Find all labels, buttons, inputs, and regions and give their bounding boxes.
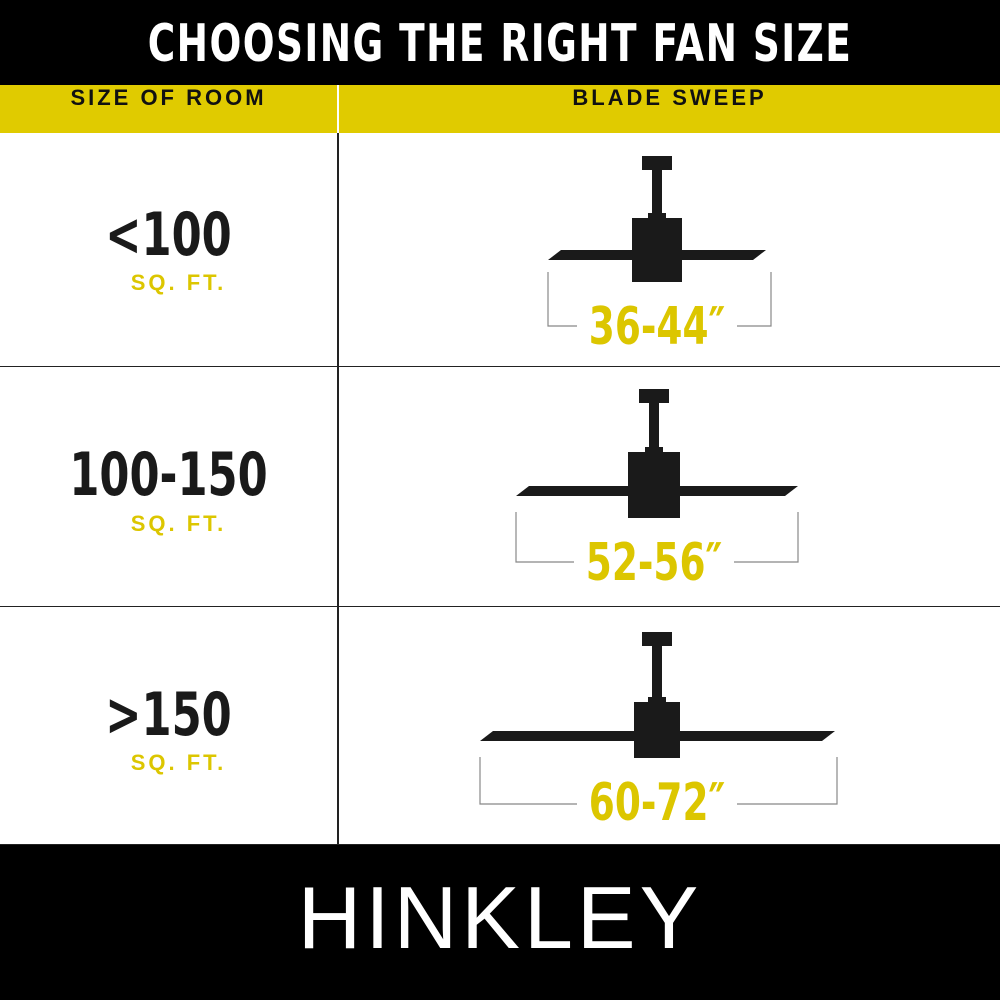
header-label: BLADE SWEEP [572,85,767,110]
fan-blades [548,250,766,260]
fan-blades [516,486,798,496]
footer: HINKLEY [0,845,1000,1000]
room-size: 100-150 [69,440,268,510]
column-divider [337,85,339,845]
room-size: <100 [105,200,232,270]
blade-sweep-label: 52-56″ [586,532,722,593]
ceiling-fan-icon: 36-44″ [547,156,772,357]
fan-mount [639,389,669,403]
header-blade-sweep: BLADE SWEEP [339,85,1000,133]
page-title: CHOOSING THE RIGHT FAN SIZE [147,14,853,74]
sweep-bracket [479,757,838,805]
sweep-bracket [547,272,772,327]
room-unit: SQ. FT. [130,270,227,295]
room-unit: SQ. FT. [130,511,227,536]
blade-sweep-label: 60-72″ [589,772,725,833]
fan-collar [648,213,666,219]
brand-logo: HINKLEY [297,868,703,967]
fan-downrod [652,646,662,698]
fan-downrod [652,170,662,214]
table-row [0,607,1000,845]
sweep-bracket [515,512,799,563]
fan-motor [634,702,680,758]
fan-mount [642,156,672,170]
title-bar: CHOOSING THE RIGHT FAN SIZE [0,0,1000,85]
ceiling-fan-icon: 60-72″ [479,632,838,833]
fan-mount [642,632,672,646]
fan-downrod [649,403,659,448]
fan-motor [628,452,680,518]
room-unit: SQ. FT. [130,750,227,775]
header-size-of-room: SIZE OF ROOM [0,85,337,133]
table-row [0,133,1000,367]
blade-sweep-label: 36-44″ [589,296,725,357]
header-divider [337,85,339,133]
fan-blades [480,731,835,741]
fan-collar [645,447,663,453]
header-label: SIZE OF ROOM [70,85,267,110]
table-row [0,367,1000,607]
room-size: >150 [105,680,232,750]
fan-collar [648,697,666,703]
ceiling-fan-icon: 52-56″ [515,389,799,593]
